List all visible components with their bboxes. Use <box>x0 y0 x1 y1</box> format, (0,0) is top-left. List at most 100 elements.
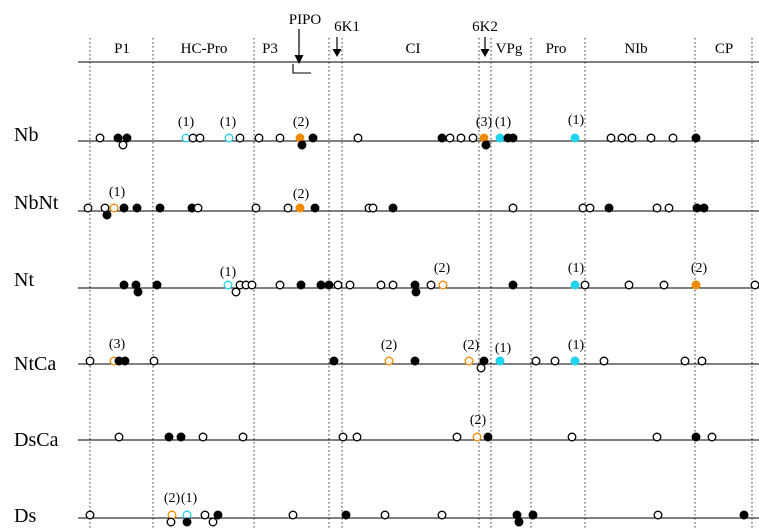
annotation-ntca-3: (2) <box>463 338 480 353</box>
marker-open <box>585 203 595 213</box>
marker-filled <box>102 210 112 220</box>
region-label-ci: CI <box>406 41 421 57</box>
annotation-nbnt-1: (1) <box>109 185 126 200</box>
marker-open <box>288 510 298 520</box>
marker-filled <box>699 203 709 213</box>
marker-open <box>238 432 248 442</box>
marker-open <box>437 510 447 520</box>
diagram-structure <box>78 29 759 528</box>
marker-open <box>531 356 541 366</box>
marker-filled <box>437 133 447 143</box>
marker-open <box>353 133 363 143</box>
marker-orange-open <box>438 280 448 290</box>
marker-filled <box>411 287 421 297</box>
6k1-arrow <box>332 37 342 57</box>
annotation-nbnt-2: (2) <box>293 187 310 202</box>
marker-filled <box>297 140 307 150</box>
region-label-p1: P1 <box>114 41 130 57</box>
marker-filled <box>152 280 162 290</box>
annotation-dsca-1: (2) <box>470 413 487 428</box>
marker-open <box>345 280 355 290</box>
marker-filled <box>324 280 334 290</box>
marker-open <box>200 510 210 520</box>
marker-filled <box>296 280 306 290</box>
marker-open <box>567 432 577 442</box>
row-label-ds: Ds <box>14 505 36 527</box>
marker-open <box>659 280 669 290</box>
annotation-nt-2: (2) <box>434 261 451 276</box>
marker-open <box>599 356 609 366</box>
marker-open <box>352 432 362 442</box>
marker-open <box>652 432 662 442</box>
marker-filled <box>329 356 339 366</box>
marker-open <box>333 280 343 290</box>
annotation-nb-5: (1) <box>495 115 512 130</box>
marker-open <box>508 203 518 213</box>
marker-filled <box>164 432 174 442</box>
marker-filled <box>388 203 398 213</box>
marker-open <box>368 203 378 213</box>
region-label-vpg: VPg <box>496 41 523 57</box>
marker-filled <box>341 510 351 520</box>
marker-open <box>456 133 466 143</box>
marker-open <box>166 517 176 527</box>
marker-open <box>85 510 95 520</box>
annotation-nt-3: (1) <box>568 261 585 276</box>
marker-open <box>380 510 390 520</box>
marker-filled <box>508 280 518 290</box>
pipo-arrow <box>292 29 311 74</box>
marker-filled <box>133 287 143 297</box>
marker-open <box>445 133 455 143</box>
marker-cyan-open <box>224 133 234 143</box>
marker-filled <box>182 517 192 527</box>
6k2-arrow <box>480 37 490 57</box>
marker-orange-open <box>472 432 482 442</box>
annotation-nb-1: (1) <box>178 115 195 130</box>
marker-filled <box>213 510 223 520</box>
marker-open <box>283 203 293 213</box>
marker-filled <box>410 356 420 366</box>
marker-filled <box>308 133 318 143</box>
marker-open <box>254 133 264 143</box>
marker-filled <box>481 140 491 150</box>
marker-open <box>680 356 690 366</box>
marker-open <box>83 203 93 213</box>
marker-filled <box>119 203 129 213</box>
marker-open <box>426 280 436 290</box>
row-label-ntca: NtCa <box>14 353 56 375</box>
marker-open <box>652 203 662 213</box>
marker-open <box>664 203 674 213</box>
marker-open <box>193 203 203 213</box>
annotation-ntca-1: (3) <box>109 337 126 352</box>
marker-orange-open <box>167 510 177 520</box>
marker-open <box>338 432 348 442</box>
marker-filled <box>176 432 186 442</box>
marker-cyan-filled <box>570 356 580 366</box>
marker-open <box>668 133 678 143</box>
marker-filled <box>604 203 614 213</box>
marker-open <box>114 432 124 442</box>
marker-label-6k1: 6K1 <box>334 19 360 35</box>
annotation-nb-4: (3) <box>476 115 493 130</box>
marker-open <box>251 203 261 213</box>
marker-filled <box>483 432 493 442</box>
annotation-nt-1: (1) <box>220 265 237 280</box>
region-label-cp: CP <box>715 41 733 57</box>
marker-cyan-filled <box>570 133 580 143</box>
annotation-ds-2: (1) <box>181 491 198 506</box>
marker-open <box>646 133 656 143</box>
marker-cyan-filled <box>570 280 580 290</box>
marker-open <box>195 133 205 143</box>
marker-filled <box>316 280 326 290</box>
marker-open <box>118 140 128 150</box>
marker-open <box>247 280 257 290</box>
marker-open <box>235 133 245 143</box>
annotation-ntca-2: (2) <box>381 338 398 353</box>
marker-filled <box>113 133 123 143</box>
marker-open <box>275 280 285 290</box>
marker-open <box>624 280 634 290</box>
marker-filled <box>122 133 132 143</box>
marker-open <box>617 133 627 143</box>
marker-open <box>208 517 218 527</box>
